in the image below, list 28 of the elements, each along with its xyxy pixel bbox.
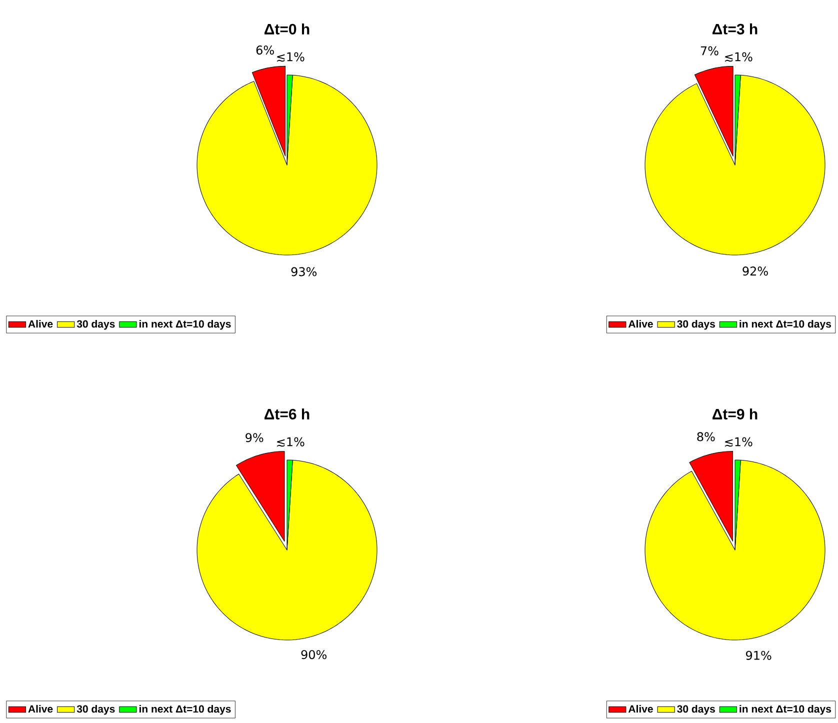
data-label: 8% xyxy=(697,432,715,442)
legend-label: in next Δt=10 days xyxy=(139,320,231,330)
data-label: ≲1% xyxy=(725,52,752,62)
legend-label: Alive xyxy=(28,704,53,713)
data-label: ≲1% xyxy=(277,437,304,447)
legend-label: 30 days xyxy=(677,320,715,330)
legend-label: 30 days xyxy=(76,320,115,330)
data-label: 6% xyxy=(256,46,274,55)
data-label: 7% xyxy=(700,46,718,56)
legend-label: Alive xyxy=(628,320,653,328)
data-label: ≲1% xyxy=(725,437,752,447)
legend-label: Alive xyxy=(628,704,653,713)
legend-label: 30 days xyxy=(677,704,715,715)
legend-label: Alive xyxy=(28,320,53,328)
data-label: ≲1% xyxy=(277,52,304,62)
chart-title: Δt=3 h xyxy=(712,23,758,34)
data-label: 9% xyxy=(246,433,264,442)
legend-label: 30 days xyxy=(76,704,115,715)
chart-title: Δt=6 h xyxy=(264,408,310,420)
data-label: 90% xyxy=(301,650,327,660)
legend-label: in next Δt=10 days xyxy=(740,320,831,330)
data-label: 92% xyxy=(742,266,768,276)
chart-title: Δt=0 h xyxy=(264,23,310,34)
data-label: 93% xyxy=(291,267,317,276)
legend-label: in next Δt=10 days xyxy=(139,704,231,715)
legend-label: in next Δt=10 days xyxy=(740,704,831,715)
data-label: 91% xyxy=(746,650,772,660)
chart-title: Δt=9 h xyxy=(712,408,758,420)
